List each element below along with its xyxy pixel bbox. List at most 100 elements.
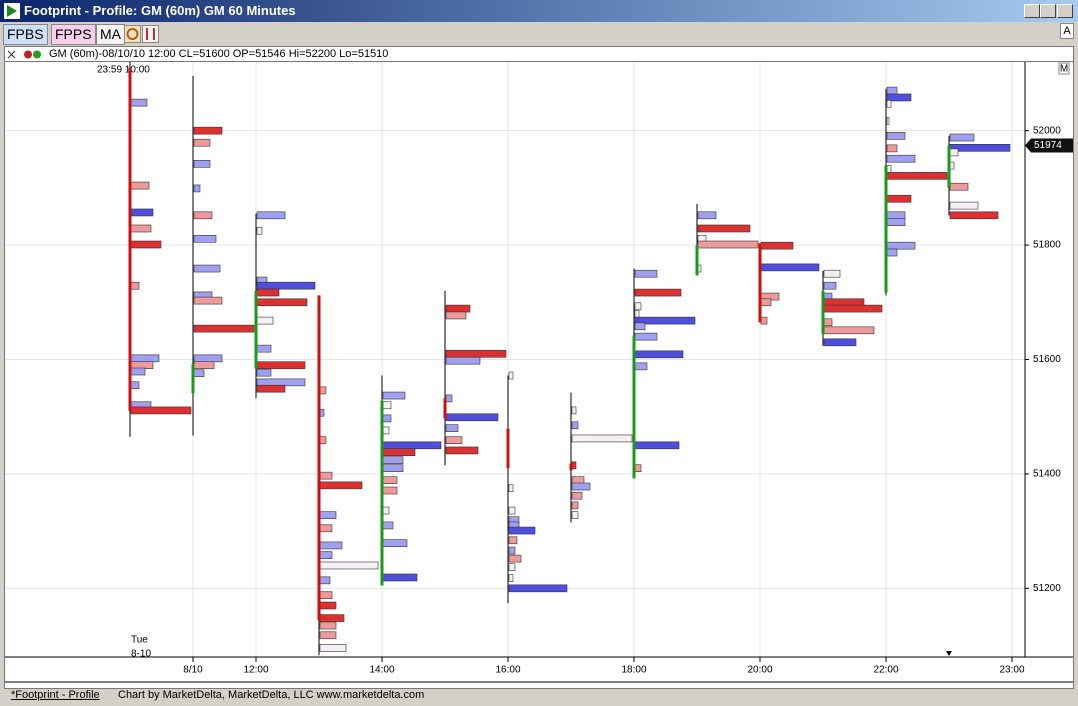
volume-level (382, 441, 442, 450)
last-price-marker (1025, 138, 1073, 153)
minimize-button[interactable] (1024, 4, 1040, 18)
bottom-note: 8-10 (131, 649, 151, 660)
toolbar-button[interactable]: FPPS (51, 24, 96, 45)
volume-level (571, 421, 579, 430)
volume-level (130, 208, 154, 217)
x-tick-label: 18:00 (621, 665, 646, 676)
volume-level (382, 539, 408, 547)
volume-level (256, 298, 308, 307)
volume-level (949, 161, 955, 170)
volume-level (634, 288, 682, 297)
x-tick-label: 8/10 (183, 665, 203, 676)
volume-level (319, 631, 337, 640)
x-tick-label: 23:00 (999, 665, 1024, 676)
volume-level (193, 126, 223, 135)
last-price-label: 51974 (1034, 140, 1062, 151)
volume-level (886, 86, 898, 95)
volume-level (508, 484, 514, 493)
volume-level (382, 476, 398, 485)
volume-level (760, 241, 794, 250)
volume-level (823, 269, 841, 278)
volume-level (949, 133, 975, 142)
volume-level (508, 371, 514, 380)
volume-level (697, 211, 717, 220)
volume-level (508, 554, 522, 563)
toolbar-button[interactable]: MA (96, 24, 125, 45)
volume-level (886, 99, 892, 108)
bottom-note: Tue (131, 635, 148, 646)
volume-level (571, 482, 591, 491)
volume-level (949, 201, 979, 210)
volume-level (508, 563, 516, 571)
chart: 51200 51400 51600 51800 52000 8/10 12:00 14:00 1… (5, 62, 1073, 683)
volume-level (193, 234, 217, 243)
corner-box (1058, 62, 1070, 75)
volume-level (886, 154, 916, 163)
close-button[interactable] (1057, 4, 1073, 18)
corner-button[interactable]: A (1060, 23, 1074, 39)
volume-level (886, 218, 906, 226)
volume-level (130, 98, 148, 107)
volume-level (319, 436, 327, 444)
volume-level (823, 318, 833, 327)
volume-level (445, 413, 499, 422)
volume-level (382, 456, 404, 464)
volume-level (319, 551, 333, 559)
x-tick-label: 12:00 (243, 665, 268, 676)
volume-level (319, 591, 333, 600)
volume-level (130, 240, 162, 249)
window-title: Footprint - Profile: GM (60m) GM 60 Minu… (24, 3, 296, 18)
current-bar-marker (946, 651, 952, 656)
volume-level (760, 316, 768, 325)
info-text: GM (60m)-08/10/10 12:00 CL=51600 OP=5154… (49, 48, 389, 60)
volume-level (193, 324, 255, 333)
volume-level (571, 491, 583, 500)
volume-level (634, 302, 642, 311)
volume-level (319, 644, 347, 652)
volume-level (508, 574, 514, 582)
volume-level (886, 144, 898, 153)
volume-level (508, 546, 516, 555)
volume-level (319, 601, 337, 610)
volume-level (130, 181, 150, 190)
volume-level (823, 304, 883, 313)
volume-level (319, 561, 379, 570)
volume-level (886, 241, 916, 250)
volume-level (886, 165, 892, 173)
volume-level (193, 264, 221, 273)
volume-level (382, 448, 416, 456)
volume-level (319, 576, 331, 585)
volume-level (508, 584, 568, 593)
volume-level (634, 316, 696, 325)
volume-level (445, 394, 453, 403)
toolbar-button[interactable]: FPBS (3, 24, 48, 45)
volume-level (382, 464, 404, 473)
footer-tab[interactable]: *Footprint - Profile (11, 689, 100, 701)
volume-level (886, 211, 906, 220)
volume-level (949, 182, 969, 191)
volume-level (634, 464, 642, 473)
x-tick-label: 16:00 (495, 665, 520, 676)
volume-level (508, 526, 536, 535)
volume-level (382, 391, 406, 400)
toolbar-icons[interactable] (124, 25, 160, 43)
volume-level (634, 350, 684, 359)
volume-level (445, 424, 459, 432)
volume-level (571, 434, 633, 443)
volume-level (382, 573, 418, 582)
volume-level (319, 386, 327, 395)
volume-level (634, 332, 658, 341)
info-icons (7, 50, 41, 59)
volume-level (256, 361, 306, 370)
volume-level (193, 354, 223, 363)
volume-level (256, 281, 316, 290)
volume-level (130, 361, 154, 370)
volume-level (508, 536, 518, 545)
maximize-button[interactable] (1040, 4, 1056, 18)
volume-level (382, 414, 392, 423)
volume-level (571, 476, 585, 485)
volume-level (130, 281, 140, 290)
volume-level (634, 322, 646, 331)
volume-level (445, 446, 479, 455)
